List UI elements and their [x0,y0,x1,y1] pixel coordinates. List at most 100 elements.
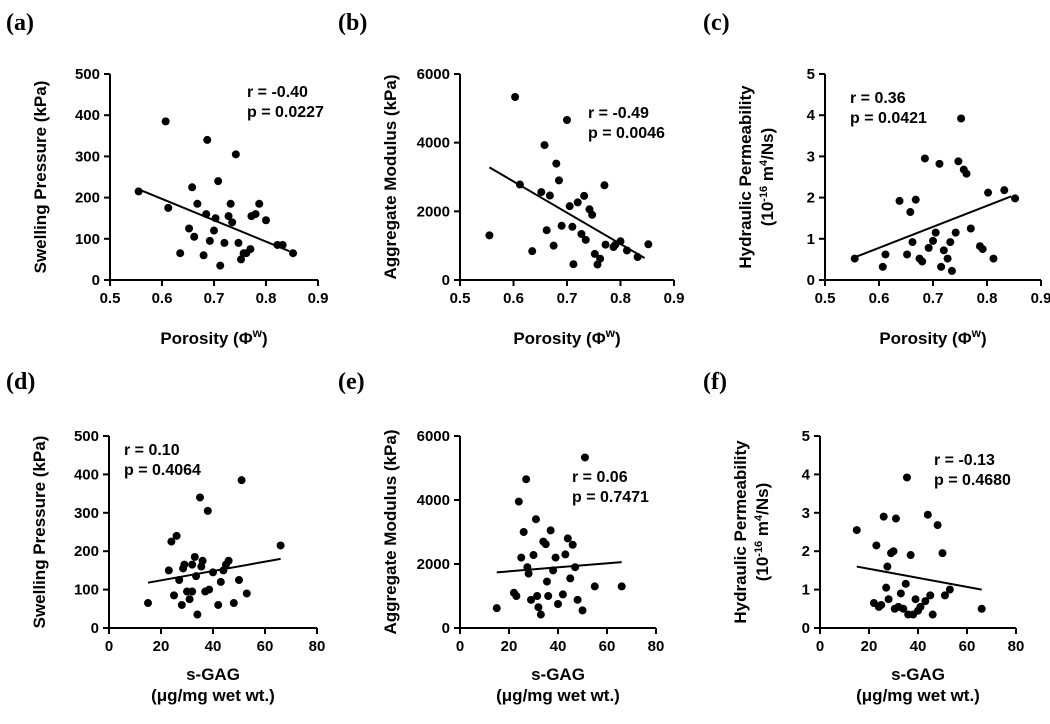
y-tick-label: 3 [807,148,815,165]
data-point [872,541,881,550]
data-point [1000,186,1009,195]
x-tick-label: 80 [1008,638,1025,655]
data-point [533,592,542,600]
data-point [984,188,993,197]
data-point [558,590,567,599]
data-point [977,604,986,613]
data-point [947,266,956,275]
y-axis-title: Aggregate Modulus (kPa) [381,75,400,280]
data-point [193,199,202,208]
data-point [545,191,554,200]
data-point [895,196,904,205]
data-point [911,195,920,204]
data-point [180,560,189,569]
data-point [188,587,197,596]
stat-annotation: r = -0.49 [588,105,649,122]
data-point [563,116,571,125]
data-point [877,600,886,609]
data-point [537,188,546,197]
data-point [289,249,298,258]
stat-annotation: p = 0.7471 [572,489,649,506]
data-point [957,114,966,123]
x-tick-label: 0.7 [204,290,225,307]
data-point [177,600,186,609]
y-tick-label: 0 [91,620,99,637]
data-point [144,599,152,608]
y-tick-label: 100 [75,231,100,248]
y-axis-title: Aggregate Modulus (kPa) [381,430,400,635]
x-tick-label: 0 [456,638,464,655]
data-point [164,203,173,212]
x-tick-label: 0.6 [503,290,524,307]
stat-annotation: p = 0.0046 [588,125,665,142]
stat-annotation: r = -0.13 [934,452,995,469]
y-tick-label: 500 [75,66,100,83]
data-point [891,514,900,523]
data-point [935,159,944,168]
stat-annotation: r = -0.40 [247,84,308,101]
data-point [590,582,599,591]
data-point [161,117,170,126]
data-point [577,229,586,238]
data-point [889,547,898,556]
x-tick-label: 0.9 [308,290,329,307]
data-point [590,249,599,258]
data-point [911,595,920,604]
data-point [190,232,199,241]
data-point [571,563,580,572]
data-point [926,591,935,600]
x-axis-title-line: (μg/mg wet wt.) [496,686,620,705]
data-point [512,592,521,600]
data-point [896,589,905,598]
data-point [519,528,528,536]
data-point [234,238,243,247]
data-point [196,493,204,502]
data-point [616,237,625,246]
x-tick-label: 40 [205,638,222,655]
data-point [205,236,214,245]
data-point [224,212,233,221]
data-point [946,238,955,247]
panel-b: (b) 0 2000 4000 6000 0.5 0.6 0.7 0.8 0.9 Porosity … [338,10,684,348]
x-tick-label: 0.5 [815,290,836,307]
data-point [172,531,181,540]
regression-line [854,195,1012,259]
data-point [850,254,859,263]
data-point [881,250,890,259]
data-point [134,187,143,196]
data-point [251,210,260,219]
data-point [237,476,246,485]
x-axis-title-line: (μg/mg wet wt.) [856,686,980,705]
x-axis-title: Porosity (Φw) [879,326,986,348]
data-point [903,250,912,259]
regression-line [856,565,982,591]
data-point [951,228,960,237]
data-point [511,93,520,102]
data-point [578,606,587,615]
data-point [203,135,212,144]
data-point [198,556,207,565]
x-tick-label: 0.6 [152,290,173,307]
data-point [924,243,933,252]
data-point [600,181,609,190]
x-tick-label: 0.5 [450,290,471,307]
data-point [220,238,229,247]
data-point [573,595,582,604]
y-tick-label: 0 [442,620,450,637]
data-point [188,183,197,192]
stat-annotation: p = 0.0227 [247,104,324,121]
x-tick-label: 0.9 [664,290,685,307]
data-point [906,551,915,560]
data-point [989,254,998,263]
data-point [228,218,237,227]
y-tick-label: 6000 [417,66,450,83]
data-point [231,150,240,159]
data-point [517,553,526,562]
x-axis-title-line: s-GAG [186,665,240,684]
panel-c: (c) 0 1 2 3 4 5 0.5 0.6 0.7 0.8 0.9 Porosity (Φw) Hyd… [703,10,1050,348]
data-point [937,262,946,271]
data-point [573,198,582,207]
data-point [566,574,575,583]
data-point [617,582,626,591]
